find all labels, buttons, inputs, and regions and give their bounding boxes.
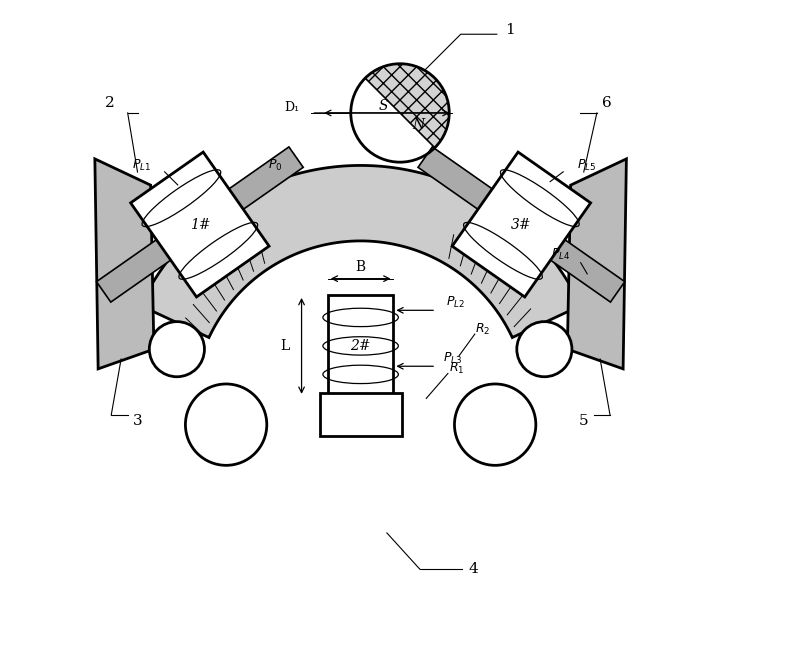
Polygon shape [95,159,154,369]
Text: $P_{L1}$: $P_{L1}$ [132,158,151,173]
Text: $P_{L2}$: $P_{L2}$ [446,295,465,310]
Polygon shape [130,152,269,297]
Text: $P_{L3}$: $P_{L3}$ [442,351,462,366]
Polygon shape [567,159,626,369]
Text: 1: 1 [505,22,514,37]
Bar [328,295,394,397]
Text: $P_0$: $P_0$ [268,158,283,173]
Polygon shape [365,64,450,148]
Circle shape [150,322,205,377]
Polygon shape [97,228,188,302]
Circle shape [454,384,536,465]
Text: $R_2$: $R_2$ [475,322,490,337]
Polygon shape [418,147,510,221]
Text: 4: 4 [469,562,478,576]
Text: 6: 6 [602,96,611,110]
Polygon shape [141,165,581,337]
Text: $P_{L5}$: $P_{L5}$ [577,158,596,173]
Text: 5: 5 [579,415,589,428]
Text: 3: 3 [133,415,142,428]
Polygon shape [350,78,435,162]
Text: 2#: 2# [350,339,371,353]
Text: N: N [412,118,425,132]
Polygon shape [534,228,625,302]
Bar [320,393,402,436]
Text: S: S [379,100,388,113]
Text: D₁: D₁ [284,101,299,114]
Polygon shape [452,152,590,297]
Text: 1#: 1# [190,217,210,231]
Polygon shape [365,64,450,148]
Polygon shape [212,147,303,221]
Text: 3#: 3# [511,217,532,231]
Text: $P_{L4}$: $P_{L4}$ [551,246,570,262]
Text: $R_1$: $R_1$ [450,361,465,376]
Text: L: L [281,339,290,353]
Text: 2: 2 [105,96,115,110]
Text: B: B [355,260,366,274]
Circle shape [517,322,572,377]
Circle shape [186,384,266,465]
